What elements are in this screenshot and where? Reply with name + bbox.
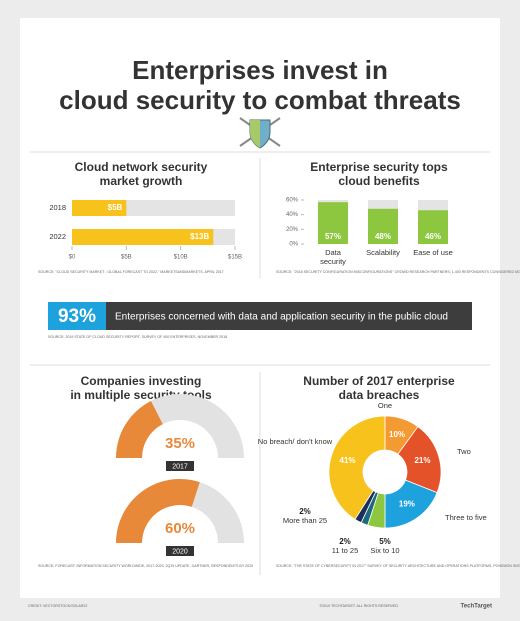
x-tick-label: $0 <box>69 255 76 261</box>
gauge-fill <box>116 400 163 458</box>
bar <box>368 208 398 244</box>
y-tick-label: 20% <box>286 227 299 233</box>
value-label: 10% <box>389 430 405 439</box>
bar <box>72 200 127 216</box>
panel-title: Enterprise security tops <box>310 160 448 174</box>
category-label-box: Data security <box>320 248 346 266</box>
gauge-fill <box>116 479 200 544</box>
category-label: Scalability <box>366 248 400 257</box>
value-label: 60% <box>165 520 195 537</box>
source: SOURCE: "THE STATE OF CYBERSECURITY IN 2… <box>276 564 520 568</box>
value-label: 2% <box>299 507 311 516</box>
category-label: 11 to 25 <box>332 546 359 555</box>
value-label: $5B <box>108 203 123 212</box>
category-label: 2020 <box>172 548 188 555</box>
category-label: One <box>378 401 392 410</box>
source: SOURCE: "CLOUD SECURITY MARKET - GLOBAL … <box>38 270 224 274</box>
bar <box>418 210 448 244</box>
bar <box>318 202 348 244</box>
source: SOURCE: FORECAST: INFORMATION SECURITY W… <box>38 564 253 568</box>
panel-title: cloud benefits <box>338 174 420 188</box>
category-label: Six to 10 <box>370 546 399 555</box>
category-label: More than 25 <box>283 516 327 525</box>
category-label: Data security <box>320 248 346 266</box>
value-label: $13B <box>190 232 209 241</box>
x-tick-label: $5B <box>121 255 132 261</box>
value-label: 19% <box>399 499 415 508</box>
category-label-box: Scalability <box>366 248 400 257</box>
title: Enterprises invest in <box>132 55 388 85</box>
year-badge <box>166 461 194 471</box>
x-tick-label: $15B <box>228 255 242 261</box>
banner-bar <box>106 302 472 330</box>
banner-text: Enterprises concerned with data and appl… <box>115 312 448 323</box>
shield-icon <box>239 117 281 149</box>
y-tick-label: 40% <box>286 212 299 218</box>
banner-value: 93% <box>58 306 96 327</box>
y-tick-label: 60% <box>286 198 299 204</box>
category-label: Ease of use <box>413 248 453 257</box>
panel-title: market growth <box>100 174 183 188</box>
category-label: Three to five <box>445 513 487 522</box>
category-label: 2017 <box>172 463 188 470</box>
year-badge <box>166 546 194 556</box>
value-label: 46% <box>425 232 441 241</box>
x-tick-label: $10B <box>174 255 188 261</box>
donut-slice <box>328 415 386 520</box>
value-label: 35% <box>165 435 195 452</box>
category-label: 2018 <box>49 203 66 212</box>
credit: CREDIT: VECTORSTOCK/SOLAR22 <box>28 604 87 608</box>
source: SOURCE: "2018 SECURITY CONFIGURATION MIS… <box>276 270 520 274</box>
value-label: 57% <box>325 232 341 241</box>
copyright: ©2019 TECHTARGET. ALL RIGHTS RESERVED <box>319 604 398 608</box>
panel-title: data breaches <box>339 388 420 402</box>
bar <box>72 229 214 245</box>
source: SOURCE: 2019 STATE OF CLOUD SECURITY REP… <box>48 335 227 339</box>
category-label-box: Ease of use <box>413 248 453 257</box>
banner-badge <box>48 302 106 330</box>
title: cloud security to combat threats <box>59 85 461 115</box>
value-label: 5% <box>379 537 391 546</box>
y-tick-label: 0% <box>289 242 298 248</box>
logo: TechTarget <box>461 604 492 610</box>
value-label: 2% <box>339 537 351 546</box>
category-label: Two <box>457 447 471 456</box>
value-label: 21% <box>414 456 430 465</box>
value-label: 48% <box>375 232 391 241</box>
category-label: 2022 <box>49 232 66 241</box>
category-label: No breach/ don't know <box>258 437 333 446</box>
panel-title: Companies investing <box>81 374 202 388</box>
value-label: 41% <box>340 456 356 465</box>
panel-title: Cloud network security <box>75 160 208 174</box>
panel-title: Number of 2017 enterprise <box>303 374 455 388</box>
